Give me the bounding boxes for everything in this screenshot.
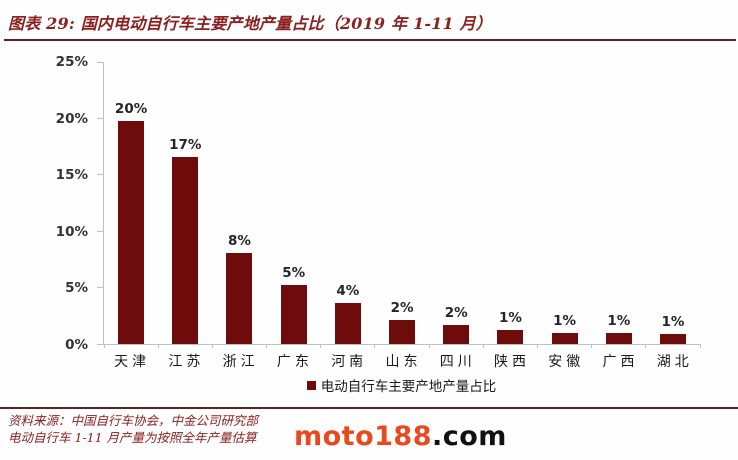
x-axis-tick [482, 344, 484, 348]
x-axis-tick [211, 344, 213, 348]
bar [497, 330, 524, 344]
bar [443, 324, 470, 344]
x-axis-label: 四川 [439, 354, 476, 370]
y-axis-label: 20% [55, 110, 88, 127]
legend-label: 电动自行车主要产地产量占比 [320, 379, 497, 395]
bar [389, 320, 416, 344]
y-axis-label: 10% [55, 223, 88, 240]
x-axis-labels: 天津 江苏 浙江 广东 河南 山东 四川 陕西 安徽 广西 湖北 [103, 351, 700, 371]
y-axis-tick [97, 287, 104, 289]
bar-column: 5% [267, 62, 321, 344]
y-axis-tick [97, 174, 104, 176]
x-axis-tick [103, 344, 105, 348]
y-axis-label: 0% [65, 337, 88, 353]
watermark: moto188.com [294, 421, 507, 452]
x-axis-tick [320, 344, 322, 348]
bar-value-label: 20% [114, 100, 148, 117]
x-axis-label: 浙江 [222, 354, 259, 370]
x-axis-label: 湖北 [656, 354, 693, 370]
x-axis-tick [266, 344, 268, 348]
source-note: 电动自行车 1-11 月产量为按照全年产量估算 [8, 430, 257, 445]
x-axis-tick [157, 344, 159, 348]
bar-column: 2% [375, 62, 429, 344]
bar-value-label: 1% [607, 312, 631, 329]
bar-column: 1% [538, 62, 592, 344]
bar [280, 285, 307, 344]
chart-title: 图表 29: 国内电动自行车主要产地产量占比（2019 年 1-11 月） [8, 14, 492, 33]
bar-value-label: 17% [169, 136, 202, 153]
y-axis: 25% 20% 15% 10% 5% 0% [0, 54, 96, 353]
bar [659, 333, 686, 344]
bar-value-label: 1% [553, 312, 577, 329]
bar-column: 1% [646, 62, 700, 344]
x-axis-label: 江苏 [168, 354, 205, 370]
x-axis-label: 河南 [331, 354, 368, 370]
bar-value-label: 5% [282, 265, 306, 282]
y-axis-label: 15% [55, 167, 88, 184]
source-block: 资料来源：中国自行车协会，中金公司研究部 电动自行车 1-11 月产量为按照全年… [8, 412, 428, 446]
y-axis-label: 25% [55, 54, 88, 70]
bar-value-label: 2% [390, 300, 414, 317]
bar-column: 8% [212, 62, 266, 344]
bar [226, 252, 253, 344]
y-axis-label: 5% [65, 280, 88, 297]
bar [172, 156, 199, 344]
x-axis-label: 广东 [276, 354, 313, 370]
bar [605, 332, 632, 344]
bar-column: 2% [429, 62, 483, 344]
title-underline [4, 39, 736, 41]
legend-swatch-icon [306, 380, 316, 390]
plot-area: 20% 17% 8% 5% 4% 2% 2% 1% 1% 1% 1% [97, 61, 701, 348]
x-axis-label: 广西 [602, 354, 639, 370]
bar-column: 17% [158, 62, 212, 344]
bar-column: 4% [321, 62, 375, 344]
x-axis-label: 陕西 [493, 354, 530, 370]
x-axis-label: 天津 [114, 354, 151, 370]
bar-value-label: 8% [228, 232, 251, 249]
bar [118, 120, 145, 344]
y-axis-tick [97, 61, 104, 63]
bar-column: 1% [483, 62, 537, 344]
footer-separator [0, 407, 738, 409]
watermark-tld: .com [432, 421, 507, 452]
bar-column: 20% [104, 62, 158, 344]
bar [334, 303, 361, 344]
x-axis-tick [645, 344, 647, 348]
y-axis-tick [97, 343, 104, 345]
x-axis-label: 山东 [385, 354, 422, 370]
y-axis-tick [97, 230, 104, 232]
bar [551, 332, 578, 344]
x-axis-label: 安徽 [548, 354, 585, 370]
bar-value-label: 1% [498, 310, 522, 327]
source-line: 资料来源：中国自行车协会，中金公司研究部 [8, 413, 259, 428]
legend: 电动自行车主要产地产量占比 [103, 375, 700, 395]
x-axis-tick [374, 344, 376, 348]
x-axis-tick [699, 344, 701, 348]
x-axis-tick [428, 344, 430, 348]
bar-value-label: 4% [336, 283, 360, 300]
watermark-brand: moto188 [294, 421, 432, 452]
x-axis-tick [591, 344, 593, 348]
bar-value-label: 1% [661, 313, 685, 330]
bar-value-label: 2% [444, 304, 468, 321]
x-axis-tick [536, 344, 538, 348]
bar-column: 1% [592, 62, 646, 344]
bar-series: 20% 17% 8% 5% 4% 2% 2% 1% 1% 1% 1% [104, 62, 700, 344]
y-axis-tick [97, 117, 104, 119]
